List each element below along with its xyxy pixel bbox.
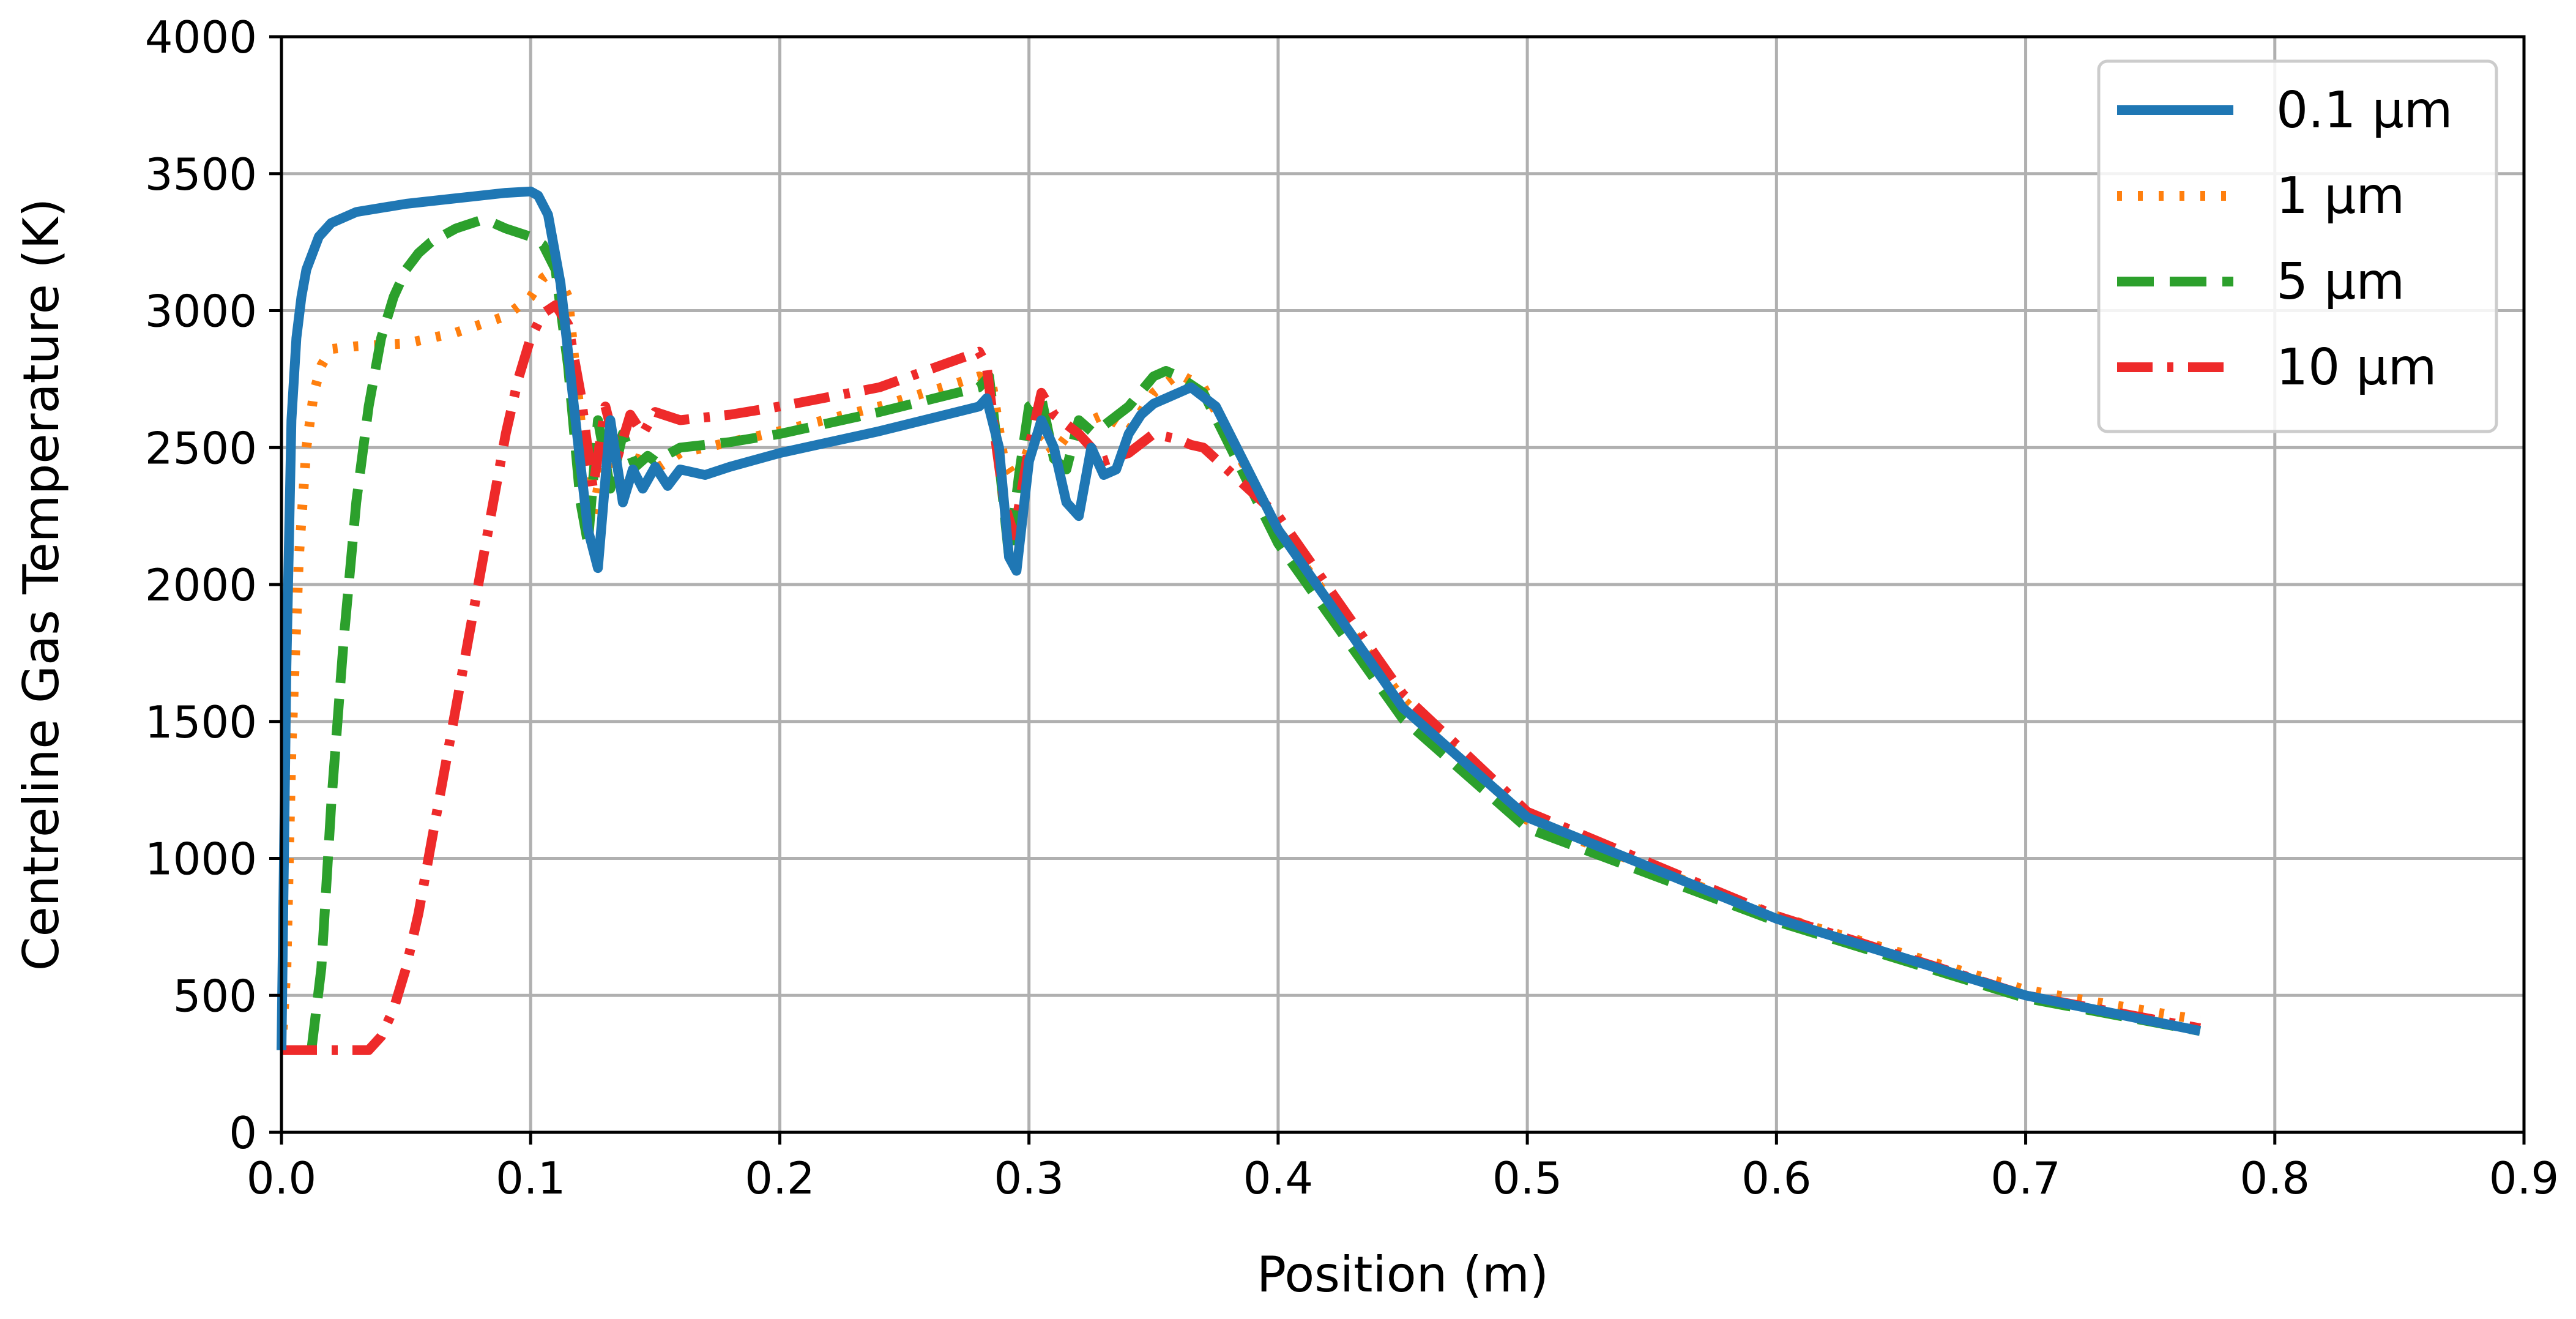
axis-ticks: 0.0 0.1 0.2 0.3 0.4 0.5 0.6 0.7 0.8 0.9 0 500 1000 15… bbox=[145, 12, 2559, 1204]
series-line-3 bbox=[281, 300, 2202, 1055]
y-tick-label: 0 bbox=[229, 1107, 257, 1159]
x-tick-label: 0.8 bbox=[2240, 1153, 2310, 1204]
x-tick-label: 0.2 bbox=[745, 1153, 815, 1204]
y-tick-label: 500 bbox=[173, 970, 257, 1022]
series-layer bbox=[277, 186, 2202, 1055]
legend-label: 1 µm bbox=[2276, 167, 2405, 225]
x-tick-label: 0.3 bbox=[994, 1153, 1064, 1204]
x-tick-label: 0.7 bbox=[1990, 1153, 2061, 1204]
y-tick-label: 3000 bbox=[145, 286, 257, 337]
y-tick-label: 3500 bbox=[145, 149, 257, 200]
series-line-0 bbox=[277, 186, 2202, 1050]
legend-label: 0.1 µm bbox=[2276, 81, 2453, 140]
x-tick-label: 0.9 bbox=[2489, 1153, 2559, 1204]
x-axis-label: Position (m) bbox=[1257, 1246, 1549, 1303]
y-axis-label: Centreline Gas Temperature (K) bbox=[13, 198, 70, 971]
y-tick-label: 4000 bbox=[145, 12, 257, 63]
series-line-2 bbox=[306, 215, 2202, 1051]
y-tick-label: 1500 bbox=[145, 697, 257, 748]
legend-label: 10 µm bbox=[2276, 338, 2436, 397]
y-tick-label: 2000 bbox=[145, 559, 257, 611]
x-tick-label: 0.4 bbox=[1243, 1153, 1314, 1204]
x-tick-label: 0.5 bbox=[1492, 1153, 1563, 1204]
legend-label: 5 µm bbox=[2276, 253, 2405, 311]
x-tick-label: 0.6 bbox=[1741, 1153, 1812, 1204]
x-tick-label: 0.1 bbox=[496, 1153, 566, 1204]
legend: 0.1 µm 1 µm 5 µm 10 µm bbox=[2097, 59, 2498, 433]
y-tick-label: 2500 bbox=[145, 422, 257, 474]
y-tick-label: 1000 bbox=[145, 834, 257, 885]
legend-box bbox=[2097, 59, 2498, 433]
x-tick-label: 0.0 bbox=[247, 1153, 317, 1204]
